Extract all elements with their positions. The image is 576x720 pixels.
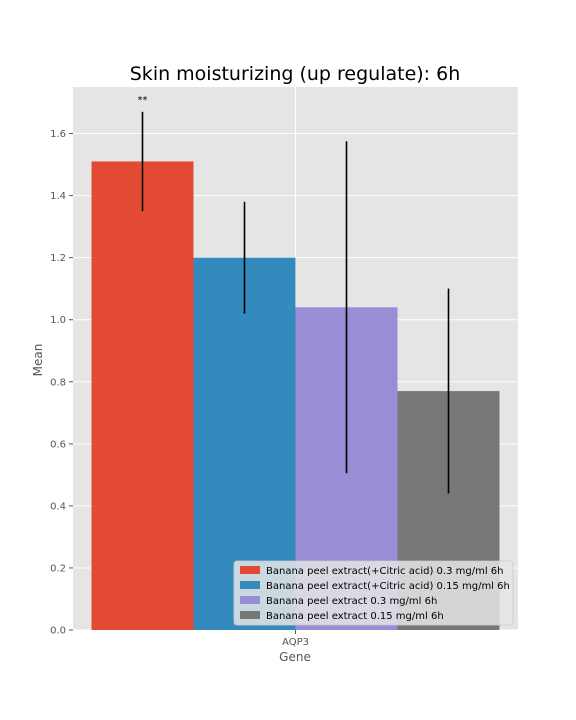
annotations: ** [138, 95, 148, 106]
legend-label: Banana peel extract 0.15 mg/ml 6h [266, 611, 444, 622]
legend-label: Banana peel extract 0.3 mg/ml 6h [266, 596, 437, 607]
y-tick-label: 1.6 [50, 129, 66, 140]
legend-label: Banana peel extract(+Citric acid) 0.3 mg… [266, 566, 503, 577]
x-axis-label: Gene [279, 650, 311, 664]
x-tick-label: AQP3 [282, 637, 309, 648]
legend-swatch [240, 596, 260, 604]
y-tick-label: 0.8 [50, 377, 66, 388]
y-tick-label: 0.4 [50, 501, 66, 512]
legend-swatch [240, 581, 260, 589]
y-tick-label: 1.0 [50, 315, 66, 326]
y-axis-label: Mean [31, 344, 45, 377]
y-tick-label: 1.4 [50, 191, 66, 202]
y-axis-ticks: 0.0 0.2 0.4 0.6 0.8 1.0 1.2 1.4 1.6 [50, 129, 73, 637]
significance-marker: ** [138, 95, 148, 106]
x-axis-ticks: AQP3 [282, 630, 309, 648]
legend-label: Banana peel extract(+Citric acid) 0.15 m… [266, 581, 510, 592]
legend-swatch [240, 611, 260, 619]
bar [91, 161, 194, 630]
chart-title: Skin moisturizing (up regulate): 6h [130, 63, 461, 85]
error-bars [141, 111, 450, 494]
y-tick-label: 1.2 [50, 253, 66, 264]
y-tick-label: 0.2 [50, 563, 66, 574]
legend-box [233, 560, 514, 626]
legend-swatch [240, 566, 260, 574]
y-tick-label: 0.6 [50, 439, 66, 450]
legend: Banana peel extract(+Citric acid) 0.3 mg… [233, 560, 514, 626]
y-tick-label: 0.0 [50, 626, 66, 637]
